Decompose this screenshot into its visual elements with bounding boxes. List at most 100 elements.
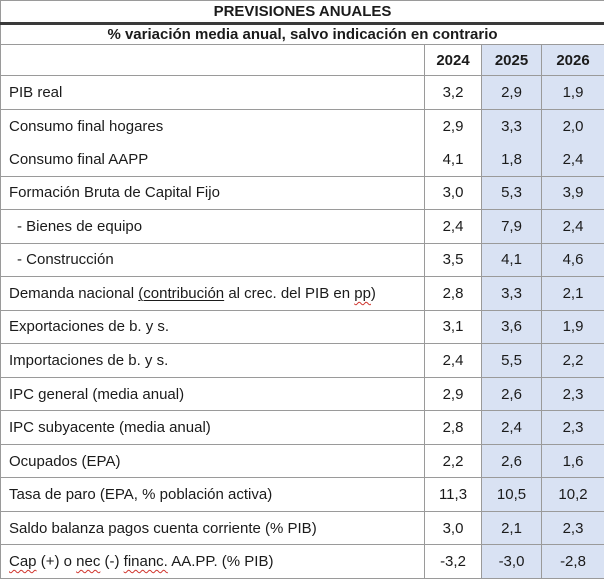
value-cell-2025: 10,5	[481, 477, 542, 512]
row-label: Ocupados (EPA)	[0, 443, 425, 479]
value-cell-2025: 4,1	[481, 242, 542, 278]
value-cell-2025: 2,1	[481, 510, 542, 546]
table-row: Exportaciones de b. y s. 3,1 3,6 1,9	[0, 309, 604, 345]
value-cell-2025: 1,8	[481, 142, 542, 177]
row-label: Exportaciones de b. y s.	[0, 309, 425, 345]
value-cell-2026: 1,6	[541, 443, 604, 479]
table-row: Saldo balanza pagos cuenta corriente (% …	[0, 510, 604, 546]
value-cell-2024: 3,0	[424, 175, 482, 211]
row-label: Demanda nacional (contribución al crec. …	[0, 276, 425, 311]
table-row: Consumo final hogares 2,9 3,3 2,0	[0, 108, 604, 143]
label-text: Formación Bruta de Capital Fijo	[9, 184, 220, 202]
table-row: Tasa de paro (EPA, % población activa) 11…	[0, 477, 604, 512]
label-text: AA.PP. (% PIB)	[167, 553, 274, 571]
value-cell-2026: 2,3	[541, 410, 604, 445]
value-cell-2024: 2,4	[424, 209, 482, 244]
year-header-2026: 2026	[541, 44, 604, 76]
table-row: - Construcción 3,5 4,1 4,6	[0, 242, 604, 278]
row-label: - Bienes de equipo	[0, 209, 425, 244]
value-cell-2024: 2,9	[424, 108, 482, 143]
value-cell-2024: 4,1	[424, 142, 482, 177]
value-cell-2025: 5,3	[481, 175, 542, 211]
label-text: Ocupados (EPA)	[9, 452, 121, 470]
label-text: Demanda nacional	[9, 284, 139, 302]
value-cell-2024: 3,2	[424, 75, 482, 110]
label-text: Importaciones de b. y s.	[9, 352, 169, 370]
label-text: IPC general (media anual)	[9, 385, 185, 403]
label-text: Saldo balanza pagos cuenta corriente (% …	[9, 519, 317, 537]
value-cell-2026: 1,9	[541, 309, 604, 345]
value-cell-2025: 2,6	[481, 376, 542, 412]
value-cell-2024: 3,1	[424, 309, 482, 345]
value-cell-2025: 2,9	[481, 75, 542, 110]
misspelled-word: nec	[76, 553, 101, 571]
value-cell-2024: 3,0	[424, 510, 482, 546]
value-cell-2024: 2,2	[424, 443, 482, 479]
table-subtitle-row: % variación media anual, salvo indicació…	[0, 23, 604, 45]
value-cell-2025: 2,6	[481, 443, 542, 479]
label-text: - Bienes de equipo	[17, 217, 143, 235]
row-label: Tasa de paro (EPA, % población activa)	[0, 477, 425, 512]
value-cell-2026: 3,9	[541, 175, 604, 211]
row-label: Importaciones de b. y s.	[0, 343, 425, 378]
table-row: Ocupados (EPA) 2,2 2,6 1,6	[0, 443, 604, 479]
value-cell-2025: 3,6	[481, 309, 542, 345]
row-label: IPC subyacente (media anual)	[0, 410, 425, 445]
table-row: IPC subyacente (media anual) 2,8 2,4 2,3	[0, 410, 604, 445]
value-cell-2024: 2,4	[424, 343, 482, 378]
misspelled-word: pp	[354, 284, 371, 302]
row-label: Consumo final hogares	[0, 108, 425, 143]
row-label: Saldo balanza pagos cuenta corriente (% …	[0, 510, 425, 546]
value-cell-2025: -3,0	[481, 544, 542, 579]
value-cell-2026: 4,6	[541, 242, 604, 278]
value-cell-2024: 2,8	[424, 276, 482, 311]
value-cell-2025: 2,4	[481, 410, 542, 445]
value-cell-2025: 3,3	[481, 108, 542, 143]
table-row: Importaciones de b. y s. 2,4 5,5 2,2	[0, 343, 604, 378]
year-header-2024: 2024	[424, 44, 482, 76]
value-cell-2025: 3,3	[481, 276, 542, 311]
value-cell-2025: 7,9	[481, 209, 542, 244]
row-label: PIB real	[0, 75, 425, 110]
row-label: - Construcción	[0, 242, 425, 278]
value-cell-2024: -3,2	[424, 544, 482, 579]
misspelled-word: financ.	[123, 553, 168, 571]
row-label: Cap (+) o nec (-) financ. AA.PP. (% PIB)	[0, 544, 425, 579]
year-header-row: 2024 2025 2026	[0, 44, 604, 76]
value-cell-2024: 11,3	[424, 477, 482, 512]
value-cell-2024: 3,5	[424, 242, 482, 278]
value-cell-2026: 2,4	[541, 142, 604, 177]
table-title: PREVISIONES ANUALES	[0, 0, 604, 25]
value-cell-2024: 2,8	[424, 410, 482, 445]
row-label: IPC general (media anual)	[0, 376, 425, 412]
table-row: Formación Bruta de Capital Fijo 3,0 5,3 3,9	[0, 175, 604, 211]
empty-header-cell	[0, 44, 425, 76]
table-row: Demanda nacional (contribución al crec. …	[0, 276, 604, 311]
table-subtitle: % variación media anual, salvo indicació…	[0, 23, 604, 45]
label-text: (-)	[100, 553, 124, 571]
table-row: PIB real 3,2 2,9 1,9	[0, 75, 604, 110]
value-cell-2026: 2,1	[541, 276, 604, 311]
label-text: - Construcción	[17, 251, 114, 269]
underlined-text: (contribución	[138, 284, 225, 302]
value-cell-2026: 2,3	[541, 510, 604, 546]
value-cell-2026: 2,4	[541, 209, 604, 244]
label-text: Consumo final AAPP	[9, 150, 149, 168]
row-label: Consumo final AAPP	[0, 142, 425, 177]
value-cell-2026: 2,2	[541, 343, 604, 378]
label-text: Tasa de paro (EPA, % población activa)	[9, 486, 273, 504]
label-text: Exportaciones de b. y s.	[9, 318, 170, 336]
label-text: PIB real	[9, 83, 63, 101]
table-row: - Bienes de equipo 2,4 7,9 2,4	[0, 209, 604, 244]
table-row: IPC general (media anual) 2,9 2,6 2,3	[0, 376, 604, 412]
row-label: Formación Bruta de Capital Fijo	[0, 175, 425, 211]
value-cell-2026: 1,9	[541, 75, 604, 110]
table-row: Cap (+) o nec (-) financ. AA.PP. (% PIB)…	[0, 544, 604, 579]
label-text: al crec. del PIB en	[224, 284, 355, 302]
misspelled-word: Cap	[9, 553, 37, 571]
label-text: Consumo final hogares	[9, 117, 164, 135]
value-cell-2025: 5,5	[481, 343, 542, 378]
table-row: Consumo final AAPP 4,1 1,8 2,4	[0, 142, 604, 177]
value-cell-2024: 2,9	[424, 376, 482, 412]
